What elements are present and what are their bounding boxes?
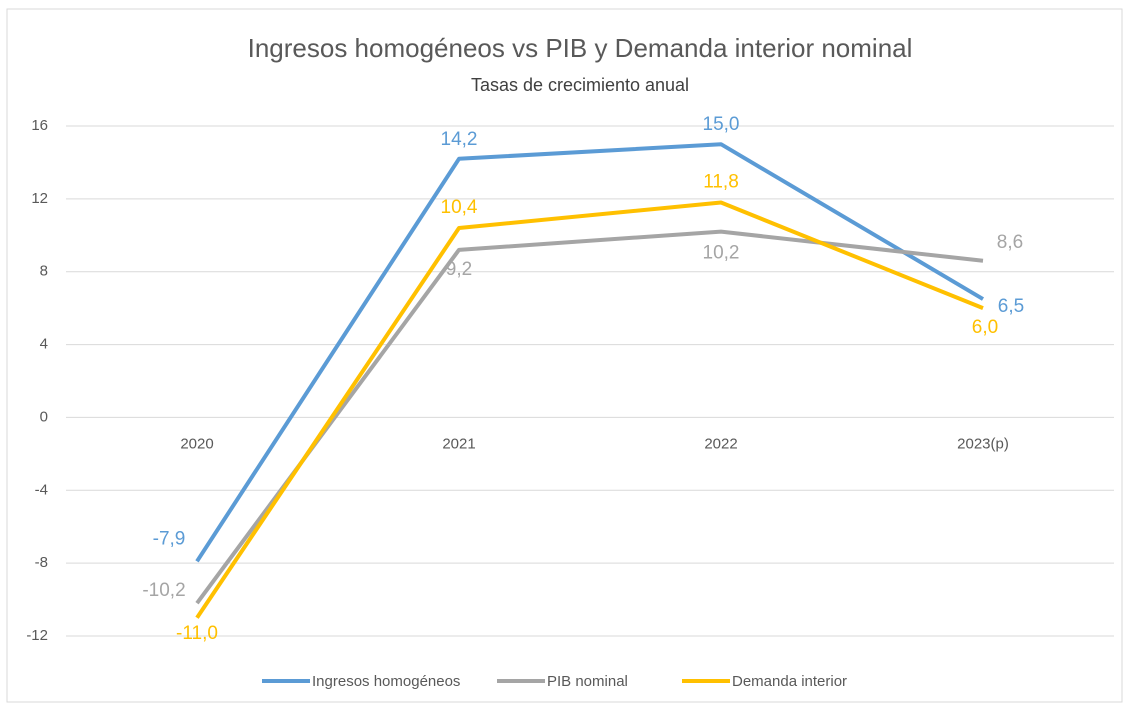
y-tick-label: -8: [35, 554, 48, 571]
y-tick-label: 0: [40, 408, 48, 425]
data-label: 10,4: [441, 197, 478, 218]
legend-label: Demanda interior: [732, 673, 847, 690]
data-label: 8,6: [997, 232, 1023, 253]
data-label: 6,0: [972, 317, 998, 338]
series-line: [195, 200, 984, 619]
y-tick-label: 16: [31, 117, 48, 134]
data-label: 9,2: [446, 259, 472, 280]
chart-subtitle: Tasas de crecimiento anual: [471, 75, 689, 95]
chart-title: Ingresos homogéneos vs PIB y Demanda int…: [248, 33, 913, 63]
x-tick-label: 2021: [442, 435, 475, 452]
x-tick-label: 2020: [180, 435, 213, 452]
x-tick-label: 2023(p): [957, 435, 1009, 452]
data-label: 15,0: [703, 114, 740, 135]
data-label: 11,8: [703, 172, 739, 193]
data-label: -11,0: [176, 623, 218, 644]
data-label: 14,2: [441, 129, 478, 150]
y-tick-label: -12: [26, 627, 48, 644]
data-label: -10,2: [142, 580, 185, 601]
y-tick-label: 12: [31, 190, 48, 207]
data-label: 10,2: [703, 243, 740, 264]
series-line: [195, 142, 985, 563]
y-tick-label: 4: [40, 336, 48, 353]
legend-label: Ingresos homogéneos: [312, 673, 460, 690]
y-tick-label: 8: [40, 263, 48, 280]
x-tick-label: 2022: [704, 435, 737, 452]
data-label: 6,5: [998, 296, 1024, 317]
chart-border: [6, 8, 1123, 703]
y-tick-label: -4: [35, 481, 48, 498]
series-line: [195, 229, 984, 605]
data-label: -7,9: [153, 528, 186, 549]
legend-label: PIB nominal: [547, 673, 628, 690]
